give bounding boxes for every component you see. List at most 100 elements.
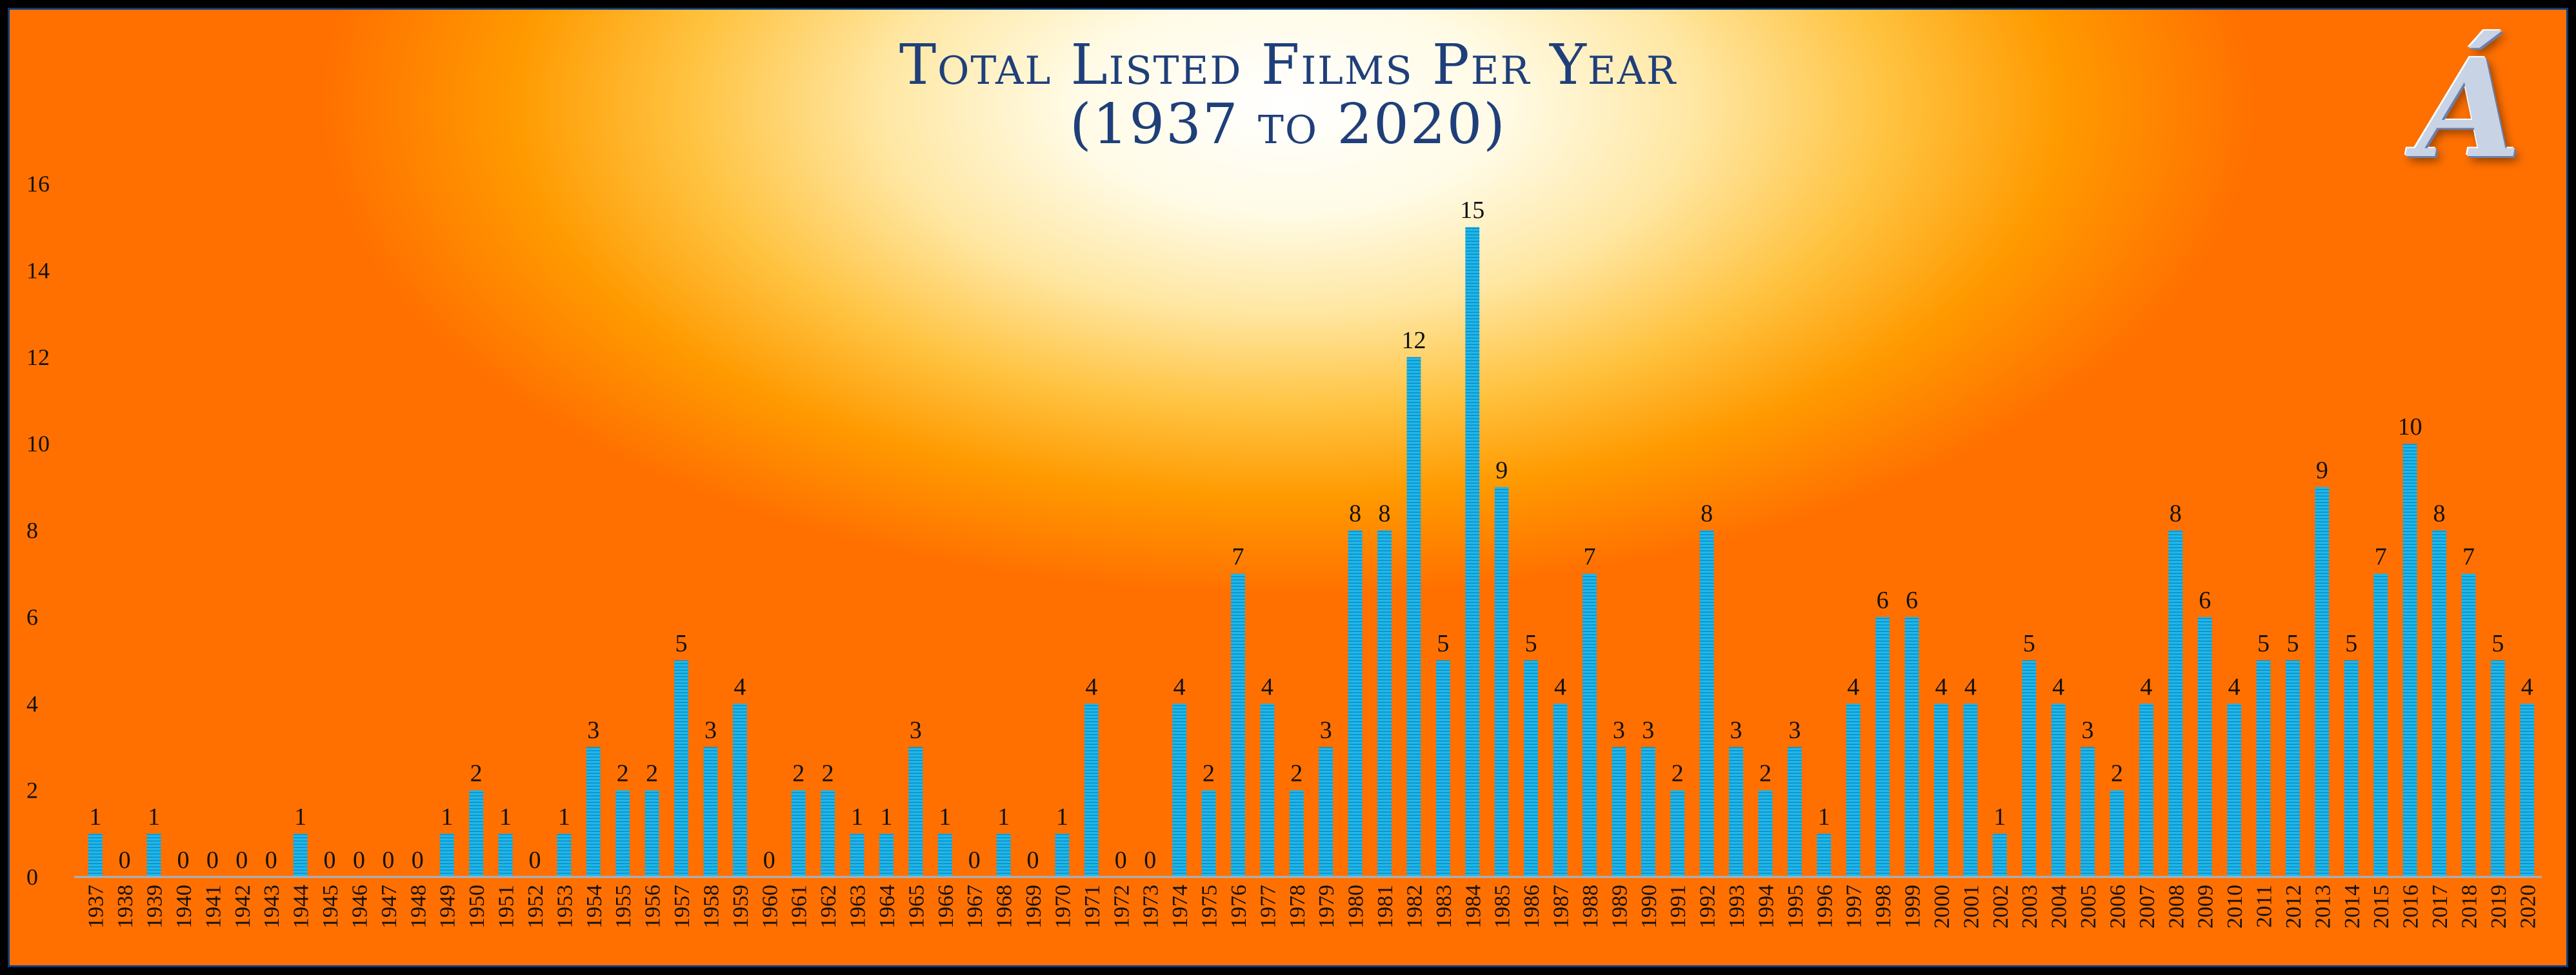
bar <box>1583 573 1597 877</box>
bar <box>1319 747 1333 877</box>
x-tick-label: 1998 <box>1872 885 1895 929</box>
data-label: 10 <box>2398 413 2422 440</box>
data-label: 6 <box>1877 587 1889 614</box>
data-label: 4 <box>1935 673 1947 700</box>
data-label: 0 <box>353 847 365 874</box>
data-label: 2 <box>2111 760 2123 787</box>
x-tick-label: 2001 <box>1959 885 1983 929</box>
bar <box>1934 704 1948 877</box>
x-tick-label: 1945 <box>319 885 343 929</box>
data-label: 4 <box>2521 673 2533 700</box>
bar <box>2168 530 2183 877</box>
data-label: 2 <box>1290 760 1303 787</box>
bar <box>469 790 484 877</box>
data-label: 0 <box>1115 847 1127 874</box>
data-label: 2 <box>792 760 804 787</box>
data-label: 0 <box>235 847 248 874</box>
data-label: 5 <box>2491 630 2504 657</box>
data-label: 0 <box>412 847 424 874</box>
bar <box>1084 704 1099 877</box>
data-label: 3 <box>1642 716 1654 744</box>
x-tick-label: 2013 <box>2311 885 2335 929</box>
data-label: 3 <box>704 716 717 744</box>
x-axis: 1937 1938 1939 1940 1941 1942 1943 1944 1945 1946… <box>74 876 2542 929</box>
data-label: 4 <box>1173 673 1186 700</box>
data-label: 3 <box>1613 716 1625 744</box>
chart-frame: Total Listed Films Per Year (1937 to 202… <box>8 8 2568 967</box>
bar <box>2197 616 2212 877</box>
bar <box>1612 747 1626 877</box>
x-tick-label: 1981 <box>1373 885 1397 929</box>
bar <box>674 660 688 877</box>
y-tick-label: 8 <box>26 518 38 544</box>
bar <box>908 747 923 877</box>
x-tick-label: 2015 <box>2370 885 2393 929</box>
bar <box>2022 660 2037 877</box>
bar <box>821 790 835 877</box>
x-tick-label: 1976 <box>1227 885 1251 929</box>
data-label: 3 <box>1730 716 1742 744</box>
data-label: 4 <box>1847 673 1859 700</box>
data-label: 7 <box>1232 544 1244 571</box>
bar <box>2110 790 2124 877</box>
data-label: 8 <box>1349 500 1361 527</box>
chart-title-line1: Total Listed Films Per Year <box>899 33 1677 97</box>
data-label: 5 <box>1437 630 1449 657</box>
x-tick-label: 1952 <box>524 885 548 929</box>
bar <box>2227 704 2242 877</box>
bar <box>439 833 454 877</box>
bar <box>2432 530 2446 877</box>
data-label: 0 <box>1144 847 1156 874</box>
data-label: 0 <box>177 847 189 874</box>
x-tick-label: 1991 <box>1666 885 1690 929</box>
x-tick-label: 1961 <box>788 885 812 929</box>
y-tick-label: 16 <box>26 171 50 197</box>
x-tick-label: 1958 <box>699 885 723 929</box>
x-tick-label: 1970 <box>1051 885 1075 929</box>
x-tick-label: 1964 <box>875 885 899 929</box>
bar <box>850 833 864 877</box>
bar <box>2520 704 2535 877</box>
data-label: 1 <box>499 803 512 831</box>
bar <box>937 833 952 877</box>
x-tick-label: 2003 <box>2018 885 2042 929</box>
x-tick-label: 2017 <box>2428 885 2452 929</box>
bar <box>879 833 894 877</box>
x-tick-label: 1953 <box>553 885 577 929</box>
bar <box>1641 747 1655 877</box>
bar <box>791 790 806 877</box>
x-tick-label: 1946 <box>348 885 372 929</box>
data-label: 2 <box>470 760 483 787</box>
x-tick-label: 1972 <box>1110 885 1133 929</box>
data-label: 0 <box>528 847 541 874</box>
bar <box>2373 573 2388 877</box>
data-label: 0 <box>1027 847 1039 874</box>
data-label: 1 <box>148 803 160 831</box>
x-tick-label: 1989 <box>1608 885 1632 929</box>
bar <box>1846 704 1861 877</box>
x-tick-label: 1962 <box>817 885 841 929</box>
bar <box>2286 660 2300 877</box>
x-tick-label: 2011 <box>2253 885 2277 928</box>
x-tick-label: 1942 <box>231 885 255 929</box>
bar <box>146 833 161 877</box>
data-label: 4 <box>1964 673 1977 700</box>
bar <box>2344 660 2359 877</box>
bar <box>88 833 103 877</box>
y-tick-label: 0 <box>26 864 38 890</box>
data-label: 1 <box>939 803 951 831</box>
bar <box>1524 660 1539 877</box>
x-tick-label: 1990 <box>1637 885 1661 929</box>
data-label: 2 <box>646 760 658 787</box>
x-tick-label: 2007 <box>2135 885 2159 929</box>
x-tick-label: 2009 <box>2194 885 2218 929</box>
chart-title: Total Listed Films Per Year (1937 to 202… <box>10 35 2566 154</box>
x-tick-label: 1959 <box>729 885 753 929</box>
x-tick-label: 2002 <box>1989 885 2013 929</box>
x-tick-label: 1977 <box>1256 885 1280 929</box>
data-label: 3 <box>910 716 922 744</box>
data-label: 3 <box>1320 716 1332 744</box>
x-tick-label: 1973 <box>1139 885 1163 929</box>
data-label: 4 <box>1261 673 1273 700</box>
data-label: 2 <box>617 760 629 787</box>
